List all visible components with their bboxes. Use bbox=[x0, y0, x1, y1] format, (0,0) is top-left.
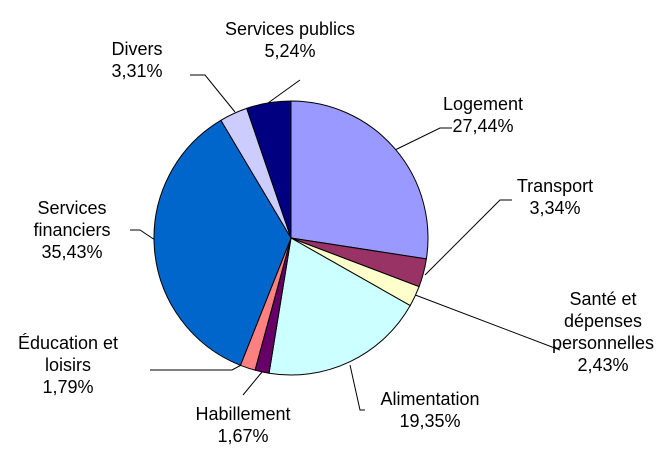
value-label: 2,43% bbox=[577, 355, 629, 375]
leader-line bbox=[190, 74, 236, 113]
category-label: Transport bbox=[516, 176, 594, 196]
category-label: Logement bbox=[442, 94, 524, 114]
category-label: Divers bbox=[111, 39, 163, 59]
category-label: Services publics bbox=[224, 19, 356, 39]
leader-line bbox=[349, 364, 365, 411]
leader-line bbox=[409, 292, 561, 351]
leader-line bbox=[130, 229, 156, 241]
value-label: 5,24% bbox=[264, 41, 316, 61]
slice-label: Habillement 1,67% bbox=[183, 403, 303, 447]
value-label: 35,43% bbox=[41, 242, 103, 262]
slice-label: Transport 3,34% bbox=[495, 175, 615, 219]
slice-label: Services publics 5,24% bbox=[200, 18, 380, 62]
leader-line bbox=[267, 79, 301, 104]
slice-label: Services financiers 35,43% bbox=[22, 197, 122, 263]
pie-slice bbox=[290, 100, 429, 260]
leader-line bbox=[150, 361, 248, 371]
category-label: Services financiers bbox=[33, 198, 111, 240]
slice-label: Divers 3,31% bbox=[87, 38, 187, 82]
pie-slice bbox=[268, 237, 411, 376]
slice-label: Santé et dépenses personnelles 2,43% bbox=[541, 288, 664, 376]
value-label: 19,35% bbox=[399, 411, 461, 431]
leader-line bbox=[394, 127, 452, 151]
leader-line bbox=[424, 199, 512, 276]
slice-label: Éducation et loisirs 1,79% bbox=[8, 332, 128, 398]
slice-label: Alimentation 19,35% bbox=[360, 388, 500, 432]
category-label: Alimentation bbox=[380, 389, 480, 409]
pie-slice bbox=[246, 100, 292, 239]
category-label: Habillement bbox=[195, 404, 291, 424]
pie-slice bbox=[153, 119, 292, 366]
value-label: 27,44% bbox=[452, 116, 514, 136]
category-label: Éducation et loisirs bbox=[17, 333, 119, 375]
category-label: Santé et dépenses personnelles bbox=[551, 289, 655, 353]
value-label: 1,79% bbox=[42, 377, 94, 397]
value-label: 3,31% bbox=[111, 61, 163, 81]
value-label: 1,67% bbox=[217, 426, 269, 446]
slice-label: Logement 27,44% bbox=[423, 93, 543, 137]
leader-line bbox=[242, 371, 263, 396]
value-label: 3,34% bbox=[529, 198, 581, 218]
